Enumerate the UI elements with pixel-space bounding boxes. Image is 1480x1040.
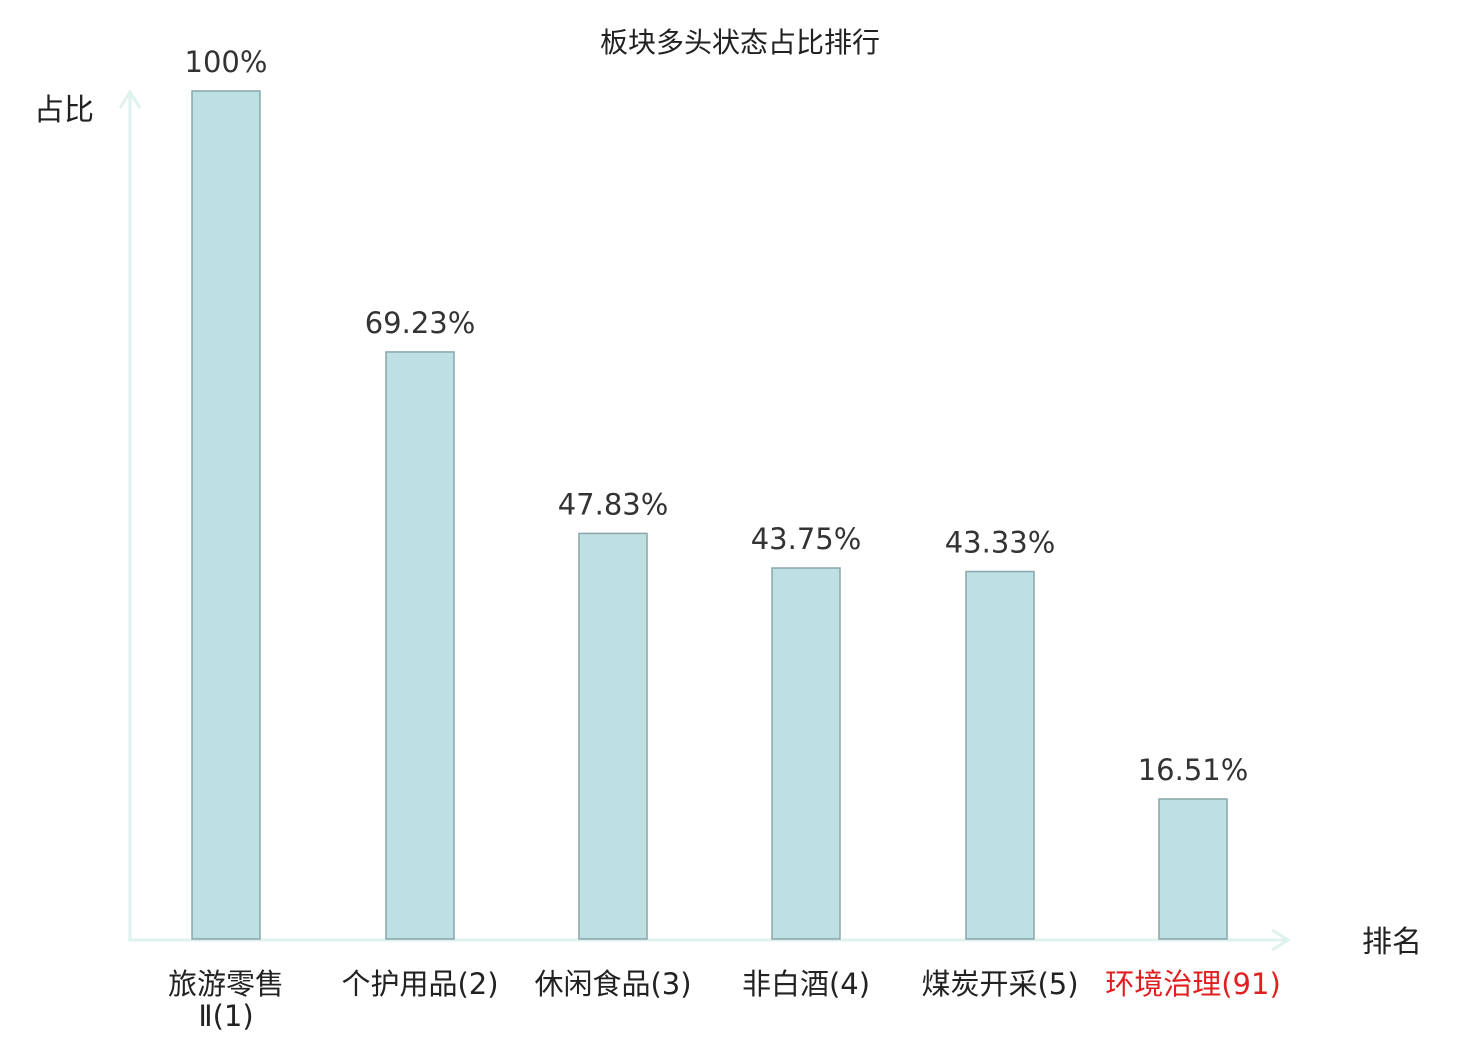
value-label-6: 16.51%	[1138, 753, 1249, 787]
category-label-6: 环境治理(91)	[1105, 967, 1281, 1001]
category-label-3: 休闲食品(3)	[534, 967, 691, 1001]
bar-1	[191, 90, 261, 940]
bars-group	[191, 90, 1228, 940]
x-axis-label: 排名	[1362, 925, 1422, 960]
value-label-2: 69.23%	[365, 306, 476, 340]
value-label-4: 43.75%	[751, 522, 862, 556]
axes	[118, 89, 1291, 952]
bar-4	[771, 567, 841, 940]
category-label-4: 非白酒(4)	[742, 967, 870, 1001]
category-label-1-line-1: 旅游零售	[168, 967, 284, 1001]
bar-2	[385, 351, 455, 940]
value-label-5: 43.33%	[945, 526, 1056, 560]
category-label-1-line-2: Ⅱ(1)	[198, 999, 253, 1033]
bar-6	[1158, 798, 1228, 940]
y-axis-arrowhead	[118, 89, 142, 109]
value-label-3: 47.83%	[558, 487, 669, 521]
y-axis-label: 占比	[34, 93, 94, 128]
value-labels-group: 100% 69.23% 47.83% 43.75% 43.33% 16.51%	[185, 45, 1249, 787]
bar-5	[965, 570, 1035, 940]
value-label-1: 100%	[185, 45, 268, 79]
bar-3	[578, 532, 648, 940]
chart-title: 板块多头状态占比排行	[600, 26, 880, 59]
x-axis-arrowhead	[1271, 928, 1291, 952]
category-label-2: 个护用品(2)	[341, 967, 498, 1001]
category-label-5: 煤炭开采(5)	[921, 967, 1078, 1001]
